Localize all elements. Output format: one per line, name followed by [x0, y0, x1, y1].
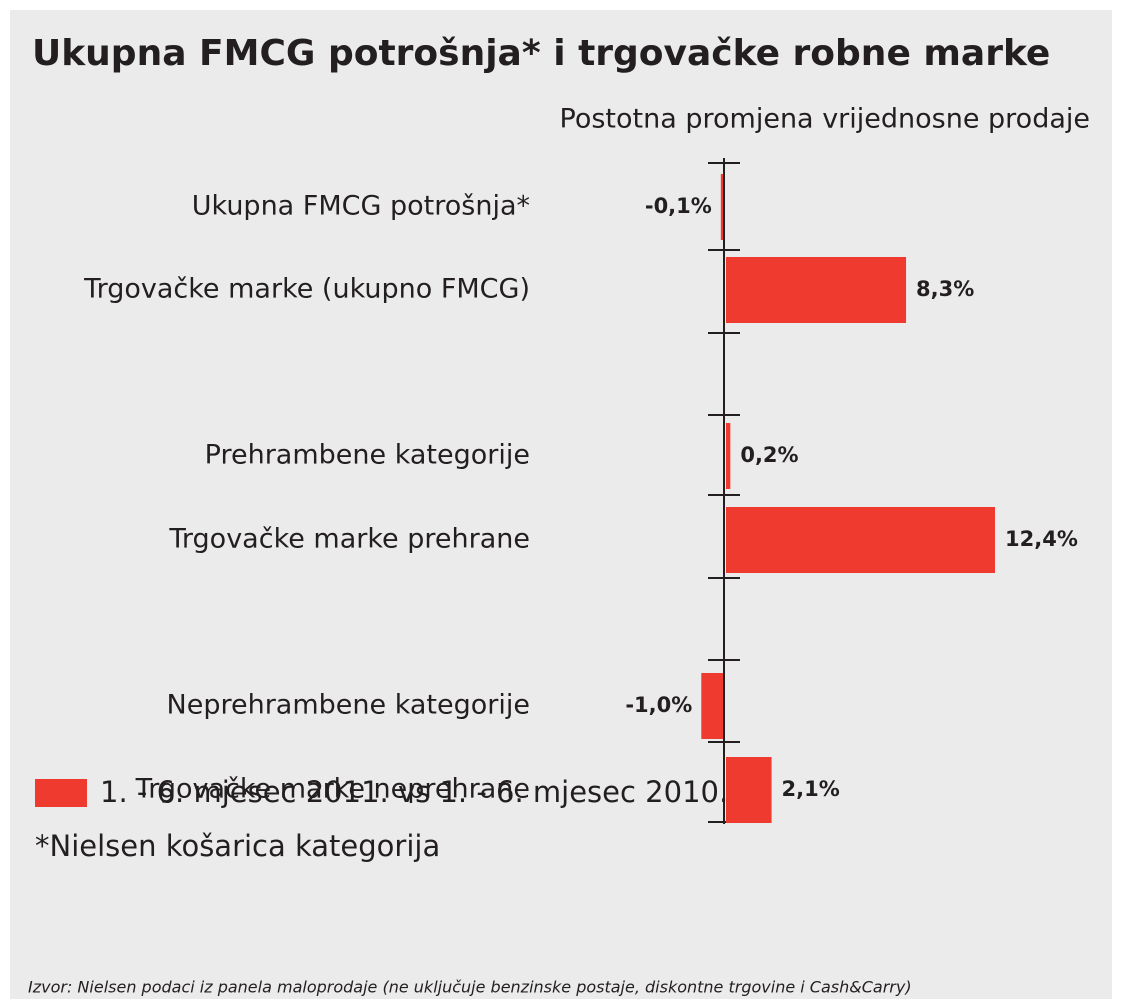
value-label: 0,2% — [740, 443, 798, 467]
legend-label: 1. - 6. mjesec 2011. vs 1. - 6. mjesec 2… — [100, 775, 728, 809]
value-label: -1,0% — [625, 693, 692, 717]
bar — [701, 673, 723, 739]
category-label: Prehrambene kategorije — [205, 440, 530, 471]
legend-swatch — [35, 779, 87, 807]
chart-subtitle: Postotna promjena vrijednosne prodaje — [560, 104, 1090, 135]
category-label: Trgovačke marke (ukupno FMCG) — [83, 274, 530, 305]
background — [10, 10, 1112, 999]
category-label: Trgovačke marke neprehrane — [135, 774, 530, 805]
bar — [726, 423, 731, 489]
value-label: -0,1% — [645, 194, 712, 218]
bar — [726, 507, 995, 573]
value-label: 2,1% — [782, 777, 840, 801]
category-label: Neprehrambene kategorije — [167, 690, 530, 721]
bar — [726, 757, 772, 823]
category-label: Ukupna FMCG potrošnja* — [192, 191, 530, 222]
chart-title: Ukupna FMCG potrošnja* i trgovačke robne… — [32, 33, 1050, 74]
bar — [720, 174, 723, 240]
value-label: 8,3% — [916, 277, 974, 301]
source: Izvor: Nielsen podaci iz panela maloprod… — [28, 978, 912, 997]
note: *Nielsen košarica kategorija — [35, 829, 440, 863]
value-label: 12,4% — [1005, 527, 1078, 551]
bar — [726, 257, 907, 323]
category-label: Trgovačke marke prehrane — [168, 524, 530, 555]
